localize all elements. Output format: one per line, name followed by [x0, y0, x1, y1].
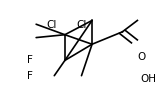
- Text: O: O: [137, 52, 146, 62]
- Text: Cl: Cl: [76, 20, 87, 30]
- Text: OH: OH: [140, 74, 156, 84]
- Text: F: F: [27, 71, 33, 81]
- Text: Cl: Cl: [46, 20, 56, 30]
- Text: F: F: [27, 55, 33, 65]
